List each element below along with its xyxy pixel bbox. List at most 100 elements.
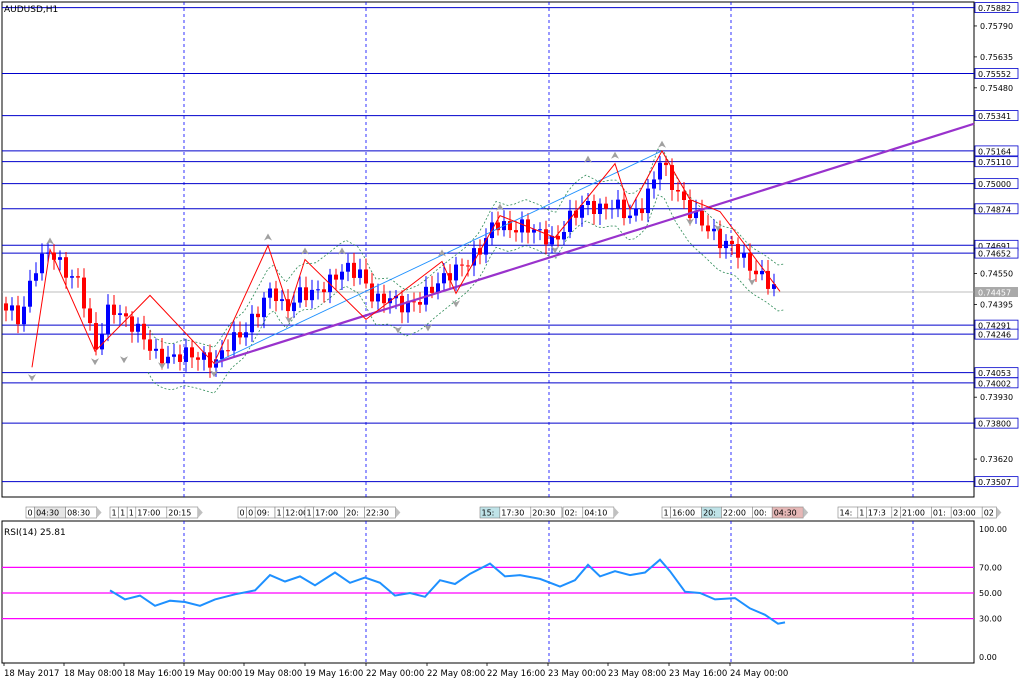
event-tag-arrow-0 [96, 507, 102, 518]
candle-body-29 [178, 354, 182, 362]
event-tag-6-3: 22:00 [723, 509, 746, 518]
event-tag-2-1: 0 [248, 509, 253, 518]
candle-body-115 [694, 210, 698, 219]
candle-body-62 [376, 293, 380, 302]
time-label-3: 19 May 00:00 [184, 669, 242, 679]
fractal-down-arrow-7 [424, 324, 432, 332]
rsi-panel-border [1, 520, 975, 664]
level-label-9: 0.74291 [978, 322, 1011, 331]
event-tag-6-5: 04:30 [774, 509, 797, 518]
candle-body-86 [520, 219, 524, 233]
candle-body-103 [622, 199, 626, 219]
fractal-up-arrow-4 [438, 249, 446, 257]
candle-body-41 [250, 313, 254, 333]
candle-body-4 [28, 280, 32, 307]
event-tag-2-2: 09: [257, 509, 270, 518]
current-price-box [975, 287, 1018, 298]
price-axis: 0.75882 0.75552 0.75341 0.75164 0.75110 0.750… [974, 2, 1019, 662]
event-tag-1-0: 1 [112, 509, 117, 518]
candle-body-96 [580, 204, 584, 218]
candle-body-112 [676, 189, 680, 192]
event-tag-7-6: 03:00 [953, 509, 976, 518]
level-label-14: 0.73507 [978, 478, 1011, 487]
level-label-1: 0.75552 [978, 70, 1011, 79]
candle-body-98 [592, 200, 596, 214]
event-tag-4-0: 15: [482, 509, 495, 518]
candle-body-56 [340, 271, 344, 280]
candle-body-61 [370, 283, 374, 302]
candle-body-69 [418, 302, 422, 305]
event-tag-2-4: 12:00 [285, 509, 308, 518]
candle-body-8 [52, 252, 56, 260]
candle-body-76 [460, 264, 464, 266]
rsi-tick-0: 100.00 [979, 525, 1007, 534]
time-label-0: 18 May 2017 [4, 669, 59, 679]
rsi-line [109, 558, 786, 625]
candle-body-124 [748, 252, 752, 271]
grid-layer [1, 1, 975, 664]
candle-body-3 [22, 306, 26, 325]
level-label-0: 0.75882 [978, 4, 1011, 13]
candle-body-116 [700, 210, 704, 226]
fractal-down-arrow-4 [210, 370, 218, 378]
envelope-bands [147, 148, 785, 394]
candle-body-68 [412, 301, 416, 303]
time-label-6: 22 May 00:00 [366, 669, 424, 679]
event-tag-2-3: 1 [277, 509, 282, 518]
event-tag-arrow-1 [197, 507, 203, 518]
candle-body-126 [760, 270, 764, 275]
candle-body-36 [220, 350, 224, 360]
candle-body-73 [442, 273, 446, 284]
candle-body-107 [646, 188, 650, 214]
level-label-box-2 [974, 110, 1019, 121]
level-label-box-10 [974, 328, 1019, 340]
level-label-3: 0.75164 [978, 147, 1011, 156]
level-label-6: 0.74874 [978, 205, 1011, 214]
event-tag-6-2: 20: [703, 509, 716, 518]
candle-body-16 [100, 333, 104, 350]
candle-body-52 [316, 289, 320, 291]
candle-body-89 [538, 229, 542, 231]
candle-body-74 [448, 273, 452, 281]
candle-body-13 [82, 277, 86, 309]
level-label-11: 0.74053 [978, 369, 1011, 378]
candle-body-114 [688, 200, 692, 219]
event-tag-7-2: 17:3 [868, 509, 886, 518]
price-tick-11: 0.73930 [980, 393, 1013, 402]
candle-body-108 [652, 179, 656, 189]
candle-body-23 [142, 323, 146, 340]
level-label-7: 0.74691 [978, 242, 1011, 251]
fractal-down-arrow-8 [452, 300, 460, 308]
candle-body-72 [436, 283, 440, 293]
symbol-title: AUDUSD,H1 [4, 5, 58, 15]
candle-body-17 [106, 304, 110, 334]
candle-body-58 [352, 262, 356, 278]
candle-body-33 [202, 352, 206, 360]
candle-body-119 [718, 228, 722, 249]
level-label-box-3 [974, 145, 1019, 157]
fractal-up-arrow-7 [611, 151, 619, 159]
price-tick-13: 0.73620 [980, 455, 1013, 464]
candle-body-50 [304, 287, 308, 301]
event-tag-1-2: 1 [129, 509, 134, 518]
candle-body-85 [514, 230, 518, 233]
candle-body-63 [382, 293, 386, 304]
candle-body-91 [550, 235, 554, 245]
fractal-down-arrow-0 [28, 374, 36, 382]
candle-body-43 [262, 297, 266, 318]
candle-body-11 [70, 276, 74, 278]
fractal-down-arrow-2 [120, 356, 128, 364]
fractal-up-arrow-3 [338, 247, 346, 255]
fractal-up-arrow-8 [658, 140, 666, 148]
candle-body-118 [712, 228, 716, 232]
time-label-1: 18 May 08:00 [64, 669, 122, 679]
level-label-box-1 [974, 68, 1019, 79]
candle-body-99 [598, 203, 602, 214]
event-tag-5-0: 02: [565, 509, 578, 518]
candle-body-87 [526, 219, 530, 233]
event-tag-arrow-6 [803, 507, 809, 518]
level-label-12: 0.74002 [978, 379, 1011, 388]
level-label-4: 0.75110 [978, 158, 1011, 167]
